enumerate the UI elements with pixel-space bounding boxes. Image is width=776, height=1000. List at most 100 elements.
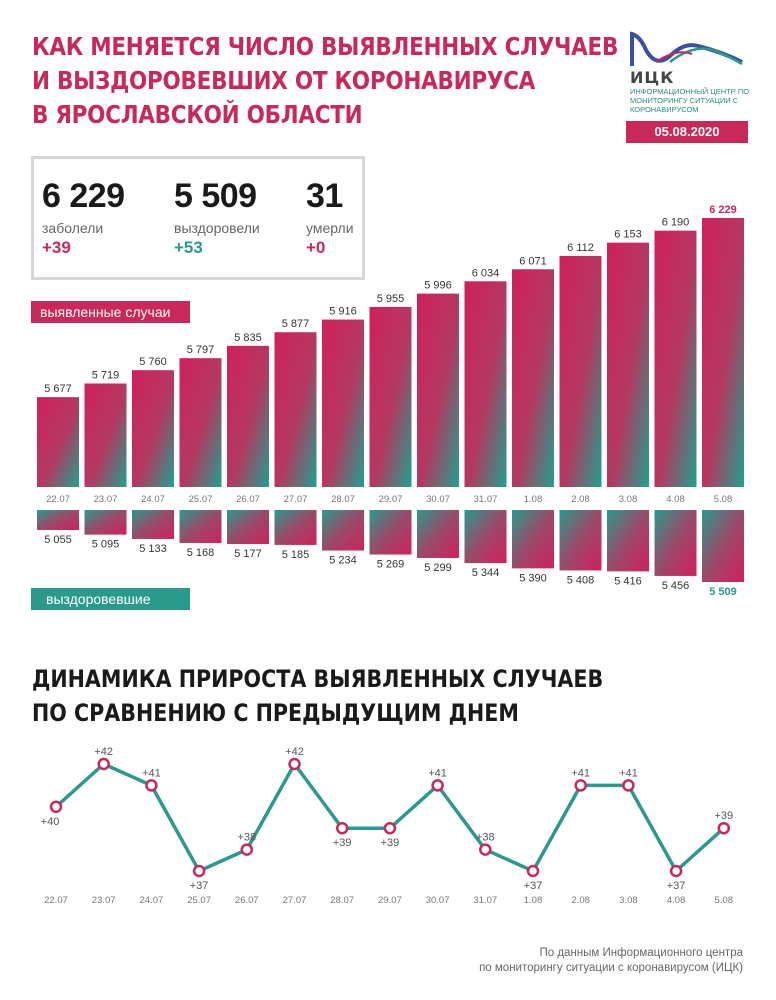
bar-recovered [179, 510, 222, 543]
stat-cases: 6 229 заболели +39 [42, 177, 125, 258]
stat-recovered: 5 509 выздоровели +53 [174, 177, 260, 258]
logo-name: ИЦК [630, 68, 675, 87]
bar-recovered [132, 510, 174, 539]
line-date-label: 27.07 [283, 895, 307, 906]
bar-detected [654, 230, 697, 487]
line-point-label: +41 [142, 767, 161, 779]
logo-subtitle: ИНФОРМАЦИОННЫЙ ЦЕНТР ПО МОНИТОРИНГУ СИТУ… [630, 87, 750, 114]
stat-cases-delta: +39 [42, 238, 71, 257]
title-line-3: В ЯРОСЛАВСКОЙ ОБЛАСТИ [32, 100, 363, 129]
bar-detected [417, 293, 459, 487]
bar-date-label: 25.07 [189, 494, 213, 505]
line-series [54, 762, 725, 873]
line-point [288, 757, 301, 771]
legend-recovered: выздоровевшие [31, 588, 190, 610]
line-point-label: +38 [476, 832, 495, 844]
line-point-label: +37 [667, 880, 686, 892]
title-line-2: И ВЫЗДОРОВЕВШИХ ОТ КОРОНАВИРУСА [32, 66, 536, 95]
bar-recovered-label: 5 390 [519, 572, 547, 584]
source-line-2: по мониторингу ситуации с коронавирусом … [479, 962, 743, 974]
bar-detected-label: 6 190 [662, 217, 690, 229]
bar-date-label: 4.08 [666, 494, 685, 505]
line-date-label: 23.07 [92, 895, 116, 906]
line-point [622, 779, 635, 792]
line-date-label: 5.08 [715, 895, 734, 906]
bar-recovered-label: 5 509 [709, 586, 737, 598]
line-point [192, 864, 206, 878]
bar-recovered [274, 510, 317, 545]
line-point-label: +42 [94, 746, 113, 758]
stat-recovered-label: выздоровели [174, 220, 260, 236]
stat-cases-value: 6 229 [42, 177, 125, 215]
line-point [240, 843, 254, 856]
bar-recovered-label: 5 234 [329, 555, 357, 567]
line-point-label: +41 [428, 767, 447, 779]
summary-stats-box: 6 229 заболели +39 5 509 выздоровели +53… [31, 156, 365, 280]
bar-detected-label: 5 677 [44, 383, 72, 395]
line-point-label: +42 [285, 746, 304, 758]
bar-recovered [559, 510, 602, 571]
bar-detected [322, 319, 364, 487]
bar-detected [37, 397, 79, 487]
line-date-label: 3.08 [619, 895, 638, 906]
line-point [49, 800, 63, 814]
line-date-label: 31.07 [473, 895, 497, 906]
line-point [717, 821, 731, 835]
line-point [383, 821, 397, 835]
line-date-label: 1.08 [524, 895, 543, 906]
line-date-label: 29.07 [378, 895, 402, 906]
line-point-label: +38 [237, 832, 256, 844]
bar-date-label: 28.07 [331, 494, 355, 505]
bar-recovered-label: 5 168 [187, 547, 215, 559]
bar-detected-label: 5 877 [282, 318, 310, 330]
line-point-label: +39 [714, 810, 733, 822]
line-point-label: +40 [41, 816, 60, 828]
bar-detected-label: 5 996 [424, 280, 452, 292]
line-point [479, 843, 492, 856]
line-point [669, 864, 683, 878]
bar-recovered-label: 5 095 [92, 539, 120, 551]
stat-deaths: 31 умерли +0 [306, 177, 354, 258]
line-point-label: +37 [190, 880, 209, 892]
stat-deaths-delta: +0 [306, 238, 326, 257]
line-date-label: 2.08 [571, 895, 590, 906]
bar-recovered-label: 5 177 [234, 548, 262, 560]
bar-chart: 5 677 22.07 5 719 23.07 5 760 24.07 5 797 25.07… [37, 204, 744, 598]
date-badge: 05.08.2020 [626, 121, 748, 143]
line-chart: +40 22.07 +42 23.07 +41 24.07 +37 25.07 +38 26.07… [41, 746, 734, 906]
line-date-label: 25.07 [187, 895, 211, 906]
line-date-label: 26.07 [235, 895, 259, 906]
line-date-label: 4.08 [667, 895, 686, 906]
bar-detected [607, 242, 649, 487]
bar-detected-label: 6 153 [614, 229, 642, 241]
bar-date-label: 30.07 [426, 494, 450, 505]
stat-deaths-value: 31 [306, 177, 343, 215]
bar-detected-label: 6 112 [567, 242, 594, 254]
line-point [431, 779, 444, 792]
stat-cases-label: заболели [42, 220, 104, 236]
bar-recovered [417, 510, 459, 558]
bar-detected-label: 6 034 [472, 267, 500, 279]
bar-recovered-label: 5 269 [377, 559, 405, 571]
stat-deaths-label: умерли [306, 220, 354, 236]
bar-detected-label: 6 229 [709, 204, 737, 216]
bar-recovered [322, 510, 364, 551]
bar-detected-label: 5 955 [377, 293, 405, 305]
bar-detected [274, 332, 317, 487]
bar-detected [84, 383, 127, 487]
bar-recovered-label: 5 299 [424, 562, 452, 574]
bar-date-label: 24.07 [141, 494, 165, 505]
bar-detected [512, 269, 554, 487]
line-point [145, 779, 158, 792]
bar-recovered-label: 5 456 [662, 580, 690, 592]
line-point [574, 779, 587, 792]
bar-detected [702, 218, 744, 487]
logo-wave-icon [630, 31, 743, 66]
line-date-label: 30.07 [426, 895, 450, 906]
stat-recovered-value: 5 509 [174, 177, 257, 215]
bar-recovered [702, 510, 744, 582]
bar-detected-label: 5 797 [187, 344, 215, 356]
line-point [97, 757, 110, 771]
bar-date-label: 23.07 [94, 494, 118, 505]
bar-recovered-label: 5 416 [614, 575, 642, 587]
